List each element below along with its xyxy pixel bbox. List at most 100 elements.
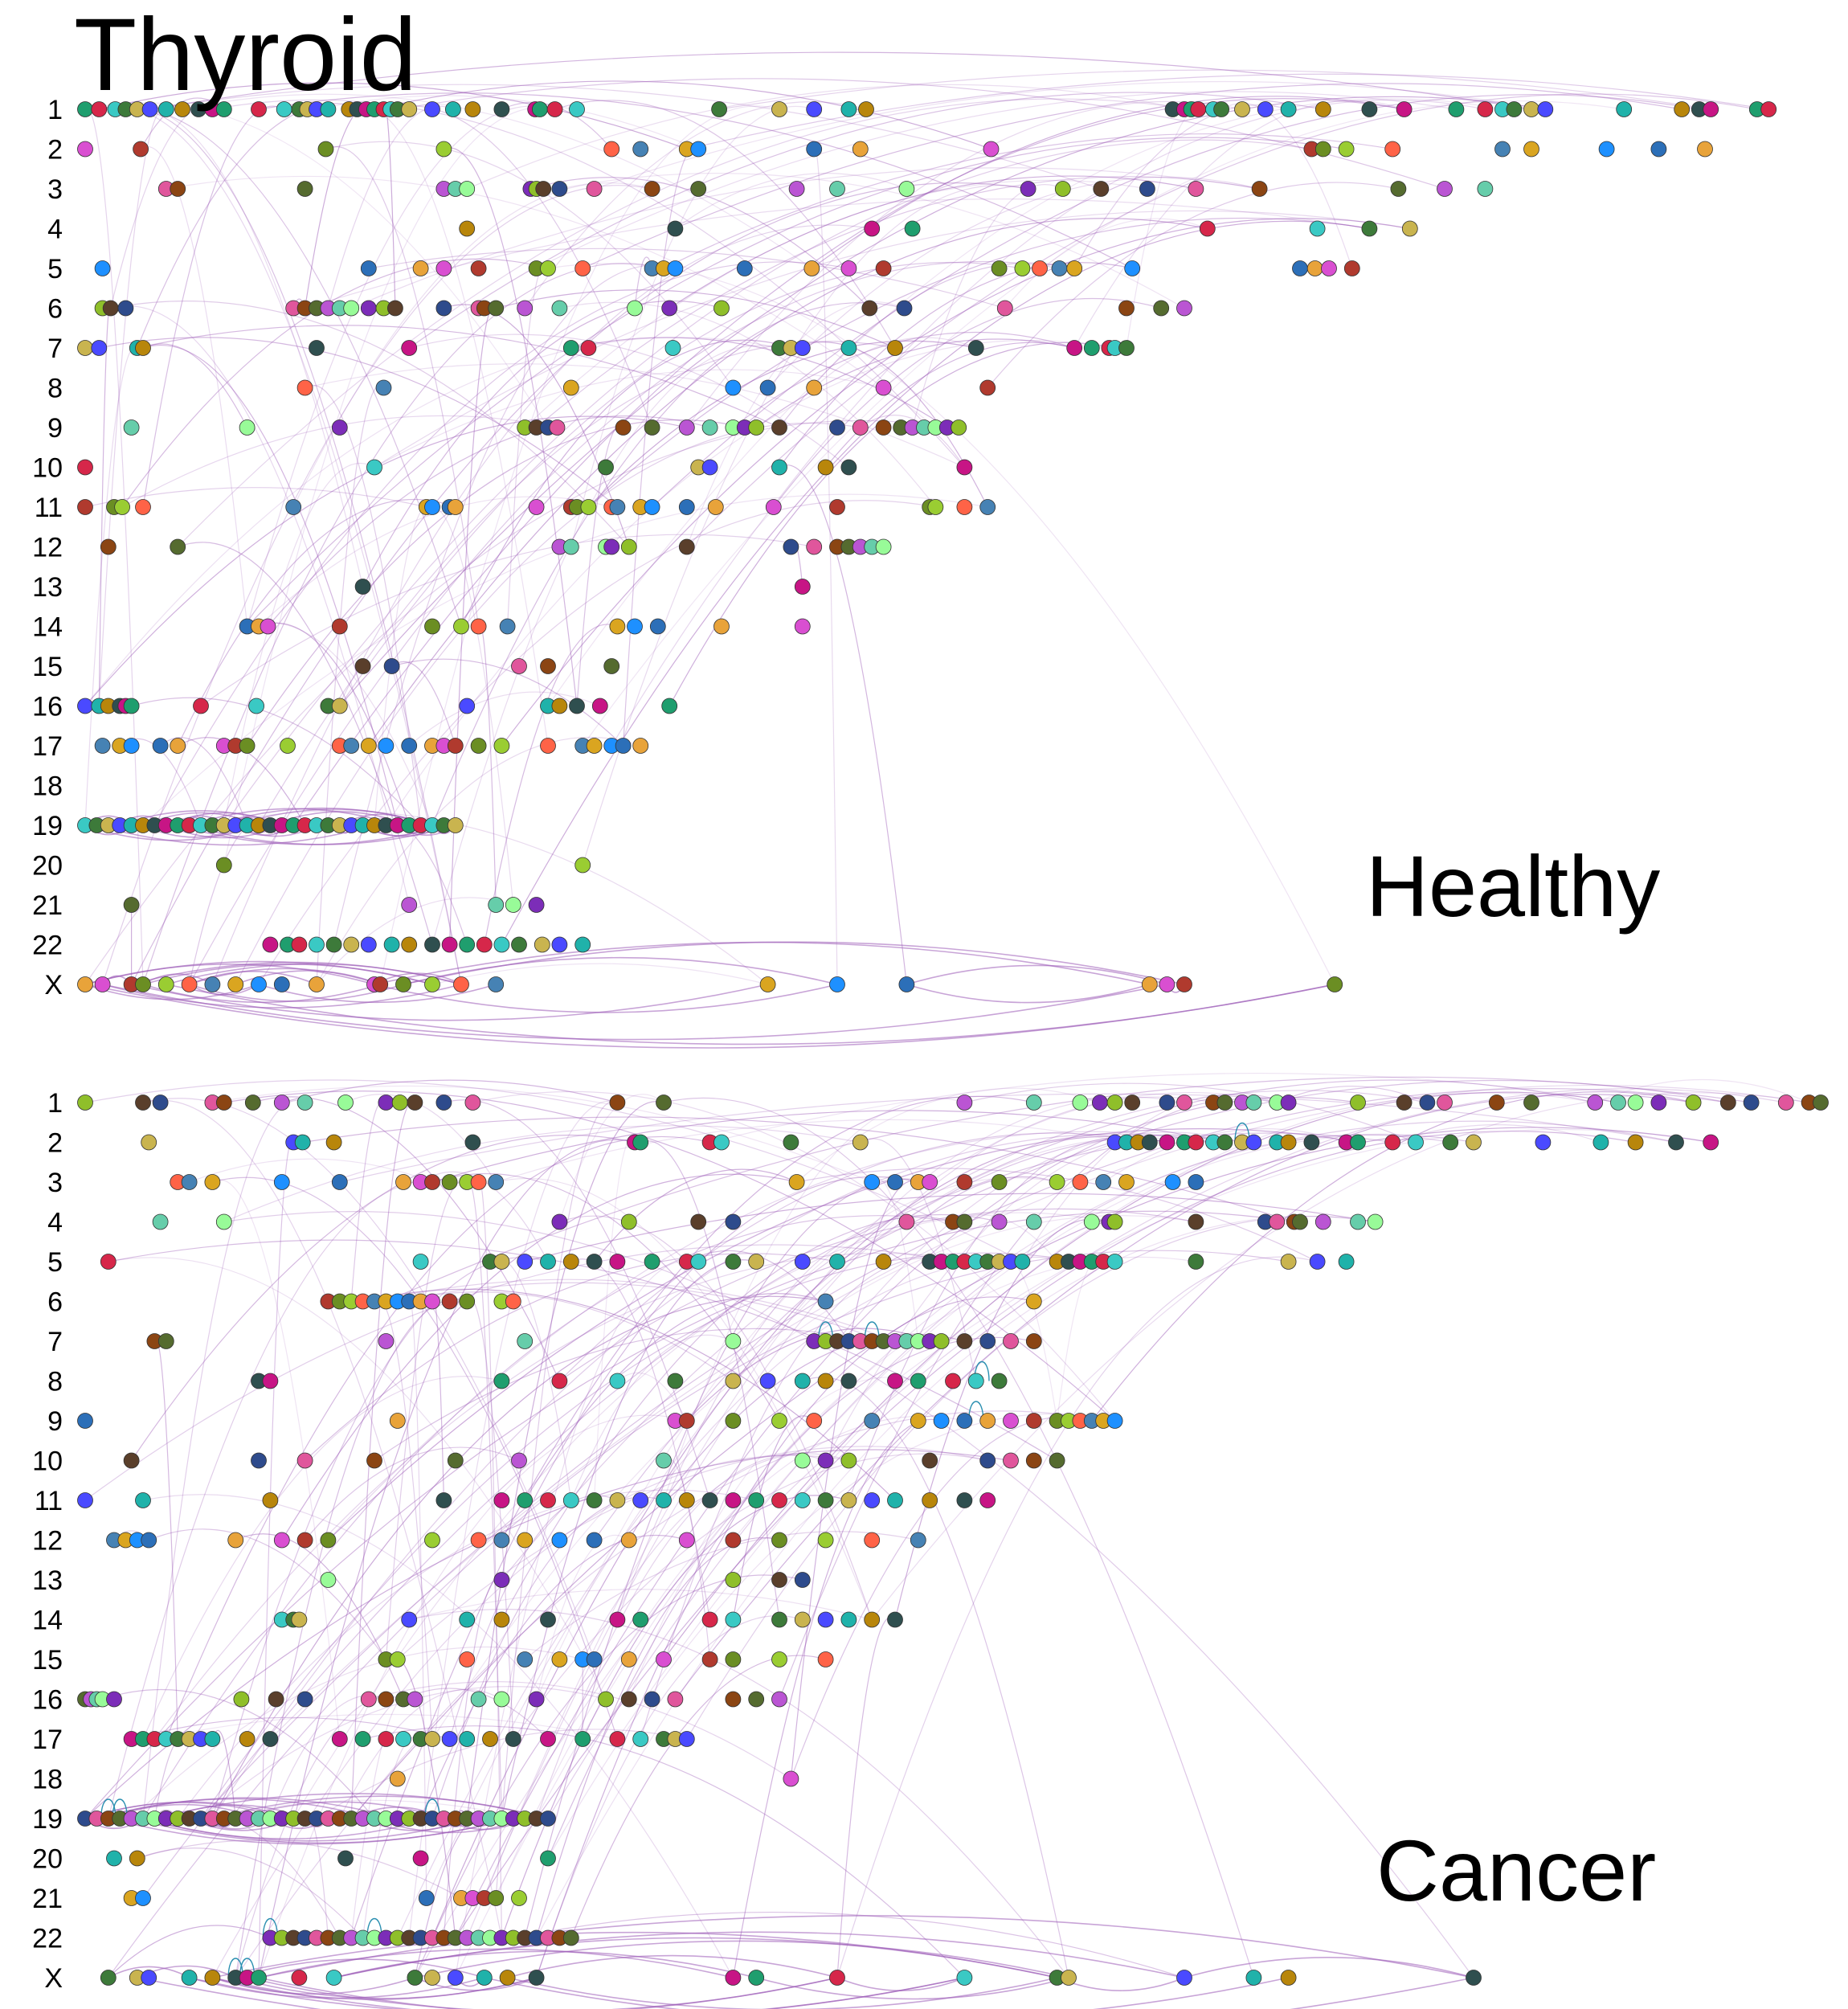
region-marker bbox=[1032, 260, 1048, 276]
region-marker bbox=[551, 698, 568, 714]
region-marker bbox=[1188, 1174, 1204, 1190]
region-marker bbox=[898, 976, 915, 992]
region-marker bbox=[967, 1373, 984, 1389]
interaction-link bbox=[235, 1299, 468, 1978]
region-marker bbox=[725, 1572, 742, 1588]
region-marker bbox=[1477, 101, 1494, 117]
region-marker bbox=[418, 1890, 435, 1906]
region-marker bbox=[262, 1492, 279, 1508]
region-marker bbox=[1361, 101, 1378, 117]
region-markers bbox=[77, 101, 1829, 1986]
region-marker bbox=[1309, 220, 1326, 237]
interaction-link bbox=[420, 1534, 687, 1819]
region-marker bbox=[435, 1492, 452, 1508]
region-marker bbox=[887, 1611, 903, 1628]
interaction-link bbox=[269, 1085, 1809, 1740]
region-marker bbox=[320, 1532, 337, 1549]
region-marker bbox=[1153, 300, 1170, 317]
region-marker bbox=[1280, 1134, 1297, 1151]
region-marker bbox=[783, 1134, 799, 1151]
region-marker bbox=[412, 1254, 429, 1270]
region-marker bbox=[401, 738, 418, 754]
chromosome-label-healthy-19: 19 bbox=[32, 811, 63, 841]
interaction-link bbox=[316, 385, 384, 985]
region-marker bbox=[840, 340, 857, 356]
interaction-link bbox=[668, 342, 1115, 706]
region-marker bbox=[532, 101, 548, 117]
region-marker bbox=[337, 1850, 354, 1867]
interaction-link bbox=[790, 1416, 1092, 1779]
region-marker bbox=[343, 300, 360, 317]
region-marker bbox=[517, 300, 534, 317]
region-marker bbox=[690, 1254, 707, 1270]
region-marker bbox=[309, 340, 325, 356]
chromosome-label-cancer-18: 18 bbox=[32, 1765, 63, 1795]
interaction-link bbox=[495, 1101, 618, 1899]
region-marker bbox=[551, 1532, 568, 1549]
region-marker bbox=[551, 936, 568, 953]
chromosome-label-healthy-1: 1 bbox=[47, 95, 63, 125]
region-marker bbox=[262, 1373, 279, 1389]
region-marker bbox=[1587, 1095, 1604, 1111]
region-marker bbox=[551, 1213, 568, 1230]
region-marker bbox=[453, 976, 469, 992]
region-marker bbox=[493, 738, 510, 754]
region-marker bbox=[540, 1611, 556, 1628]
region-marker bbox=[389, 1651, 406, 1667]
region-marker bbox=[493, 1254, 510, 1270]
interaction-link bbox=[142, 1376, 502, 1740]
region-marker bbox=[632, 141, 649, 158]
region-marker bbox=[713, 618, 730, 635]
chromosome-label-healthy-21: 21 bbox=[32, 890, 63, 921]
region-marker bbox=[294, 1134, 311, 1151]
region-marker bbox=[1437, 1095, 1453, 1111]
region-marker bbox=[540, 658, 556, 674]
region-marker bbox=[204, 976, 221, 992]
chromosome-label-healthy-4: 4 bbox=[47, 215, 63, 245]
chromosome-label-cancer-6: 6 bbox=[47, 1287, 63, 1318]
interaction-link bbox=[617, 1372, 688, 1422]
region-marker bbox=[100, 1254, 117, 1270]
interaction-link bbox=[779, 262, 1133, 468]
region-marker bbox=[991, 260, 1008, 276]
region-marker bbox=[627, 618, 643, 635]
region-marker bbox=[517, 1333, 534, 1349]
region-marker bbox=[656, 1492, 672, 1508]
region-marker bbox=[956, 459, 973, 476]
region-marker bbox=[725, 1213, 742, 1230]
region-marker bbox=[204, 1970, 221, 1986]
region-marker bbox=[193, 698, 209, 714]
interaction-link bbox=[1184, 1957, 1474, 1978]
chromosome-label-cancer-12: 12 bbox=[32, 1526, 63, 1557]
region-marker bbox=[609, 499, 626, 515]
self-loop-link bbox=[239, 1958, 256, 1978]
region-marker bbox=[511, 658, 527, 674]
region-marker bbox=[517, 1532, 534, 1549]
interaction-link bbox=[536, 176, 1260, 428]
region-marker bbox=[1523, 1095, 1539, 1111]
region-marker bbox=[309, 936, 325, 953]
region-marker bbox=[505, 1293, 521, 1310]
region-marker bbox=[540, 1850, 556, 1867]
region-marker bbox=[435, 260, 452, 276]
region-marker bbox=[1419, 1095, 1436, 1111]
region-marker bbox=[1216, 1095, 1233, 1111]
region-marker bbox=[678, 1731, 695, 1747]
region-marker bbox=[1321, 260, 1337, 276]
region-marker bbox=[354, 579, 371, 595]
region-marker bbox=[268, 1691, 284, 1708]
interaction-link bbox=[391, 658, 624, 747]
region-marker bbox=[979, 1492, 996, 1508]
interaction-link bbox=[733, 331, 1075, 428]
region-marker bbox=[1442, 1134, 1459, 1151]
interaction-link bbox=[84, 415, 687, 706]
region-marker bbox=[996, 300, 1013, 317]
region-marker bbox=[1448, 101, 1465, 117]
region-marker bbox=[1118, 340, 1135, 356]
region-marker bbox=[967, 340, 984, 356]
interaction-link bbox=[350, 167, 1260, 309]
region-marker bbox=[875, 419, 892, 436]
interaction-link bbox=[149, 84, 1102, 190]
region-marker bbox=[1049, 1452, 1065, 1469]
interaction-link bbox=[709, 1072, 1619, 1144]
